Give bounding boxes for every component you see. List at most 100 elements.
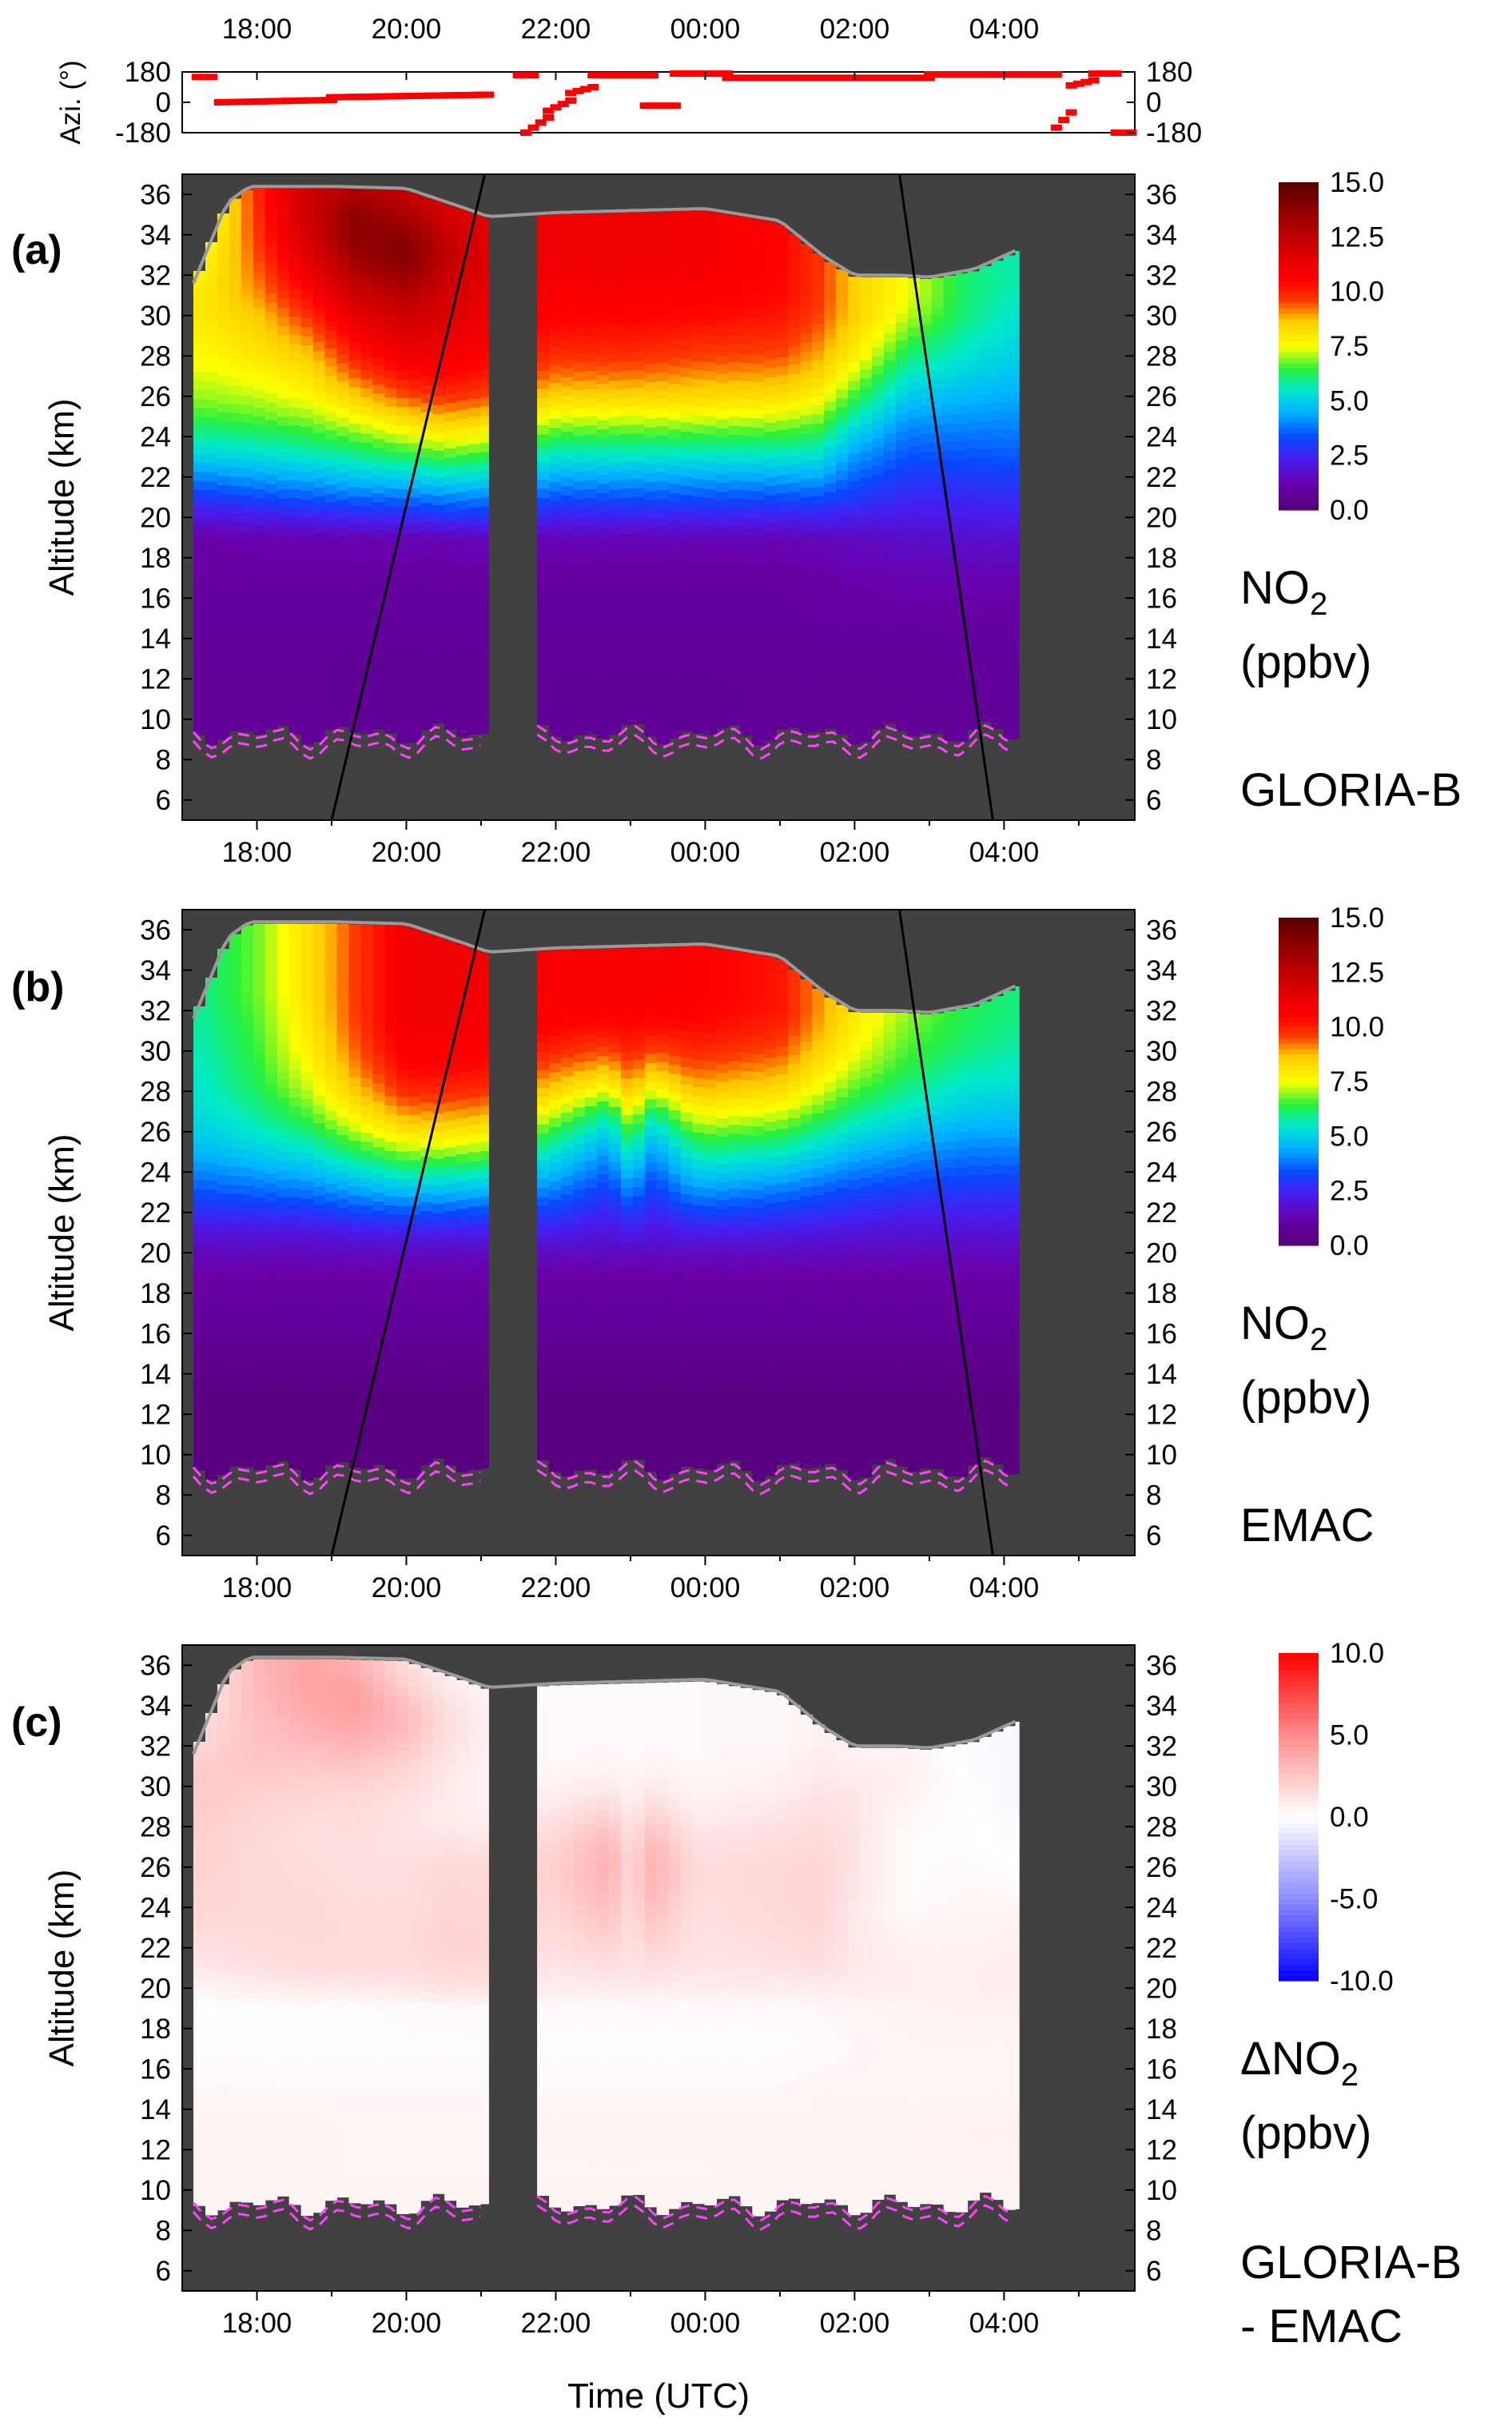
field-cell xyxy=(193,698,206,708)
field-cell xyxy=(883,532,897,543)
field-cell xyxy=(943,532,957,542)
field-cell xyxy=(432,277,445,288)
field-cell xyxy=(241,1221,254,1232)
field-cell xyxy=(1015,301,1020,312)
field-cell xyxy=(644,227,658,237)
field-cell xyxy=(836,325,849,335)
field-cell xyxy=(360,1368,373,1378)
field-cell xyxy=(241,1366,254,1376)
field-cell xyxy=(288,306,302,317)
field-cell xyxy=(632,705,646,715)
field-cell xyxy=(480,696,489,707)
field-cell xyxy=(253,289,266,299)
field-cell xyxy=(324,366,338,376)
field-cell xyxy=(716,555,730,565)
field-cell xyxy=(277,652,290,663)
azimuth-point xyxy=(410,92,422,99)
field-cell xyxy=(572,289,586,300)
field-cell xyxy=(752,590,765,600)
field-cell xyxy=(372,411,385,421)
colorbar-swatch xyxy=(1279,439,1319,445)
field-cell xyxy=(812,459,825,469)
field-cell xyxy=(420,502,433,512)
field-cell xyxy=(324,566,338,576)
field-cell xyxy=(608,544,622,554)
field-cell xyxy=(372,465,385,476)
field-cell xyxy=(312,460,326,470)
field-cell xyxy=(408,733,421,743)
field-cell xyxy=(1015,329,1020,339)
y-tick-label-left: 30 xyxy=(140,301,171,332)
field-cell xyxy=(193,535,206,545)
field-cell xyxy=(288,1233,302,1243)
field-cell xyxy=(847,625,861,635)
field-cell xyxy=(764,431,777,441)
field-cell xyxy=(312,260,326,270)
field-cell xyxy=(312,450,326,460)
field-cell xyxy=(680,476,694,487)
field-cell xyxy=(336,326,350,337)
field-cell xyxy=(644,236,658,246)
field-cell xyxy=(788,618,801,628)
field-cell xyxy=(955,532,969,542)
field-cell xyxy=(348,404,362,415)
field-cell xyxy=(632,333,646,343)
field-cell xyxy=(752,545,765,556)
field-cell xyxy=(277,923,290,926)
field-cell xyxy=(800,269,813,280)
field-cell xyxy=(300,923,314,927)
field-cell xyxy=(788,400,801,411)
field-cell xyxy=(549,600,562,610)
field-cell xyxy=(644,635,658,646)
field-cell xyxy=(288,1387,302,1397)
field-cell xyxy=(800,432,813,443)
field-cell xyxy=(288,978,302,989)
field-cell xyxy=(560,404,574,414)
field-cell xyxy=(205,1306,218,1317)
field-cell xyxy=(444,275,457,285)
field-cell xyxy=(560,249,574,260)
field-cell xyxy=(668,674,682,684)
field-cell xyxy=(764,341,777,351)
field-cell xyxy=(752,508,765,519)
field-cell xyxy=(336,263,350,273)
field-cell xyxy=(728,615,741,626)
field-cell xyxy=(324,593,338,604)
field-cell xyxy=(752,345,765,356)
field-cell xyxy=(265,1301,278,1311)
field-cell xyxy=(300,1225,314,1236)
field-cell xyxy=(312,1204,326,1214)
field-cell xyxy=(979,448,993,459)
field-cell xyxy=(288,252,302,262)
field-cell xyxy=(752,454,765,464)
field-cell xyxy=(241,576,254,587)
field-cell xyxy=(253,1242,266,1253)
field-cell xyxy=(348,514,362,524)
field-cell xyxy=(229,1094,242,1104)
field-cell xyxy=(537,597,550,608)
field-cell xyxy=(752,627,765,637)
field-cell xyxy=(265,438,278,448)
field-cell xyxy=(764,640,777,651)
azimuth-point xyxy=(308,97,320,104)
field-cell xyxy=(384,615,397,625)
field-cell xyxy=(265,1246,278,1257)
y-tick-label-right: 28 xyxy=(1146,341,1177,372)
field-cell xyxy=(656,344,670,354)
field-cell xyxy=(728,280,741,290)
field-cell xyxy=(692,369,706,380)
field-cell xyxy=(420,212,433,222)
field-cell xyxy=(632,678,646,688)
field-cell xyxy=(764,368,777,378)
field-cell xyxy=(336,989,350,999)
field-cell xyxy=(812,667,825,678)
field-cell xyxy=(1015,538,1020,548)
ceiling-line xyxy=(192,185,1017,285)
field-cell xyxy=(277,516,290,526)
field-cell xyxy=(883,387,897,397)
field-cell xyxy=(348,1013,362,1023)
field-cell xyxy=(1015,474,1020,484)
field-cell xyxy=(979,521,993,532)
field-cell xyxy=(277,580,290,590)
field-cell xyxy=(396,661,409,671)
